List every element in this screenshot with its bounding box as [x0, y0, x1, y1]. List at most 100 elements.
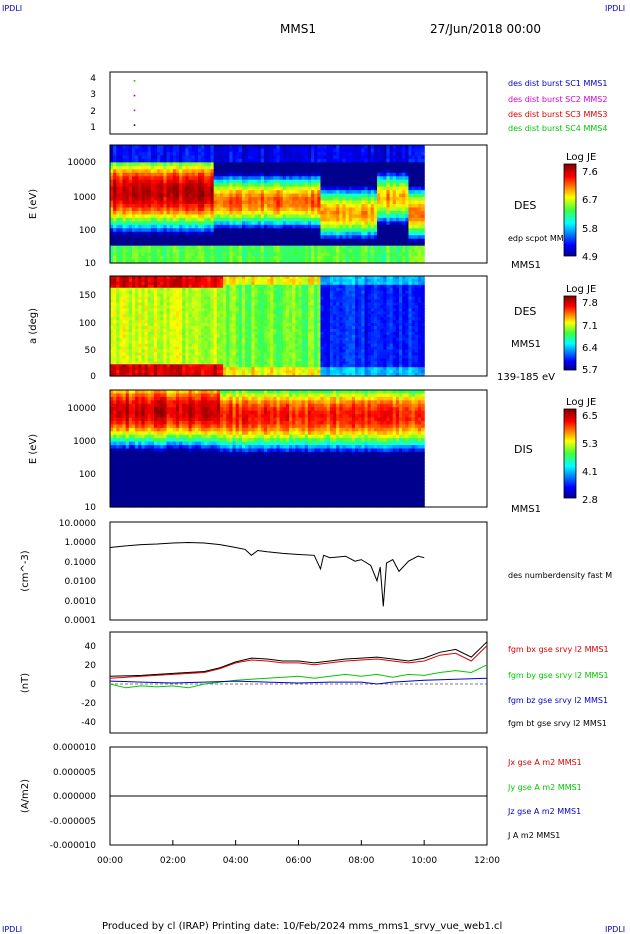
heatmap-cell	[421, 190, 425, 195]
heatmap-cell	[238, 165, 243, 170]
heatmap-cell	[204, 249, 208, 254]
heatmap-cell	[373, 145, 378, 150]
heatmap-cell	[254, 169, 259, 174]
heatmap-cell	[188, 224, 193, 229]
heatmap-cell	[116, 231, 121, 236]
heatmap-cell	[307, 207, 312, 212]
heatmap-cell	[229, 278, 234, 283]
heatmap-cell	[323, 165, 328, 170]
heatmap-cell	[373, 249, 378, 254]
heatmap-cell	[389, 252, 394, 257]
heatmap-cell	[147, 169, 152, 174]
heatmap-cell	[226, 293, 230, 298]
heatmap-cell	[194, 183, 199, 188]
heatmap-cell	[131, 323, 136, 327]
heatmap-cell	[232, 281, 237, 286]
heatmap-cell	[282, 158, 287, 163]
heatmap-cell	[380, 256, 384, 261]
heatmap-cell	[169, 158, 174, 163]
heatmap-cell	[213, 323, 218, 327]
heatmap-cell	[166, 235, 171, 240]
heatmap-cell	[207, 256, 212, 261]
heatmap-cell	[144, 278, 149, 283]
heatmap-cell	[355, 179, 359, 184]
heatmap-cell	[355, 214, 359, 219]
heatmap-cell	[204, 314, 208, 318]
heatmap-cell	[273, 176, 278, 181]
heatmap-cell	[125, 290, 130, 295]
heatmap-cell	[213, 308, 218, 312]
heatmap-cell	[197, 207, 202, 212]
heatmap-cell	[270, 162, 274, 167]
heatmap-cell	[169, 252, 174, 257]
heatmap-cell	[223, 278, 227, 283]
heatmap-cell	[113, 207, 117, 212]
heatmap-cell	[207, 346, 212, 351]
heatmap-cell	[320, 242, 325, 247]
heatmap-cell	[169, 296, 174, 301]
heatmap-cell	[150, 158, 155, 163]
heatmap-cell	[182, 314, 186, 318]
heatmap-cell	[402, 231, 406, 236]
heatmap-cell	[153, 217, 158, 222]
heatmap-cell	[210, 186, 215, 191]
heatmap-cell	[314, 221, 318, 226]
heatmap-cell	[194, 145, 199, 150]
heatmap-cell	[144, 245, 149, 250]
heatmap-cell	[179, 367, 183, 371]
overlay-label: edp scpot MMS1	[508, 234, 574, 243]
heatmap-cell	[144, 210, 149, 216]
heatmap-cell	[119, 364, 124, 368]
heatmap-cell	[160, 334, 165, 339]
heatmap-cell	[144, 349, 149, 354]
heatmap-cell	[172, 320, 177, 324]
heatmap-cell	[157, 242, 161, 247]
heatmap-cell	[223, 373, 227, 377]
heatmap-cell	[197, 231, 202, 236]
heatmap-cell	[402, 221, 406, 226]
heatmap-cell	[229, 238, 234, 243]
heatmap-cell	[223, 200, 227, 205]
heatmap-cell	[364, 210, 369, 216]
heatmap-cell	[307, 162, 312, 167]
heatmap-cell	[125, 328, 130, 333]
heatmap-cell	[135, 200, 139, 205]
heatmap-cell	[191, 165, 196, 170]
heatmap-cell	[395, 190, 400, 195]
heatmap-cell	[241, 346, 246, 351]
heatmap-cell	[160, 370, 165, 374]
heatmap-cell	[320, 200, 325, 205]
heatmap-cell	[373, 151, 378, 157]
heatmap-cell	[408, 204, 413, 209]
heatmap-cell	[238, 328, 243, 333]
heatmap-cell	[232, 287, 237, 292]
heatmap-cell	[182, 186, 186, 191]
heatmap-cell	[179, 176, 183, 181]
heatmap-cell	[125, 179, 130, 184]
heatmap-cell	[402, 256, 406, 261]
heatmap-cell	[110, 172, 114, 177]
heatmap-cell	[113, 311, 117, 315]
heatmap-cell	[157, 217, 161, 222]
heatmap-cell	[207, 361, 212, 365]
heatmap-cell	[131, 355, 136, 359]
heatmap-cell	[307, 210, 312, 216]
heatmap-cell	[147, 242, 152, 247]
heatmap-cell	[150, 235, 155, 240]
heatmap-cell	[285, 242, 290, 247]
heatmap-cell	[153, 165, 158, 170]
heatmap-cell	[276, 145, 281, 150]
heatmap-cell	[219, 290, 224, 295]
heatmap-cell	[197, 176, 202, 181]
heatmap-cell	[160, 305, 165, 309]
heatmap-cell	[383, 238, 388, 243]
heatmap-cell	[229, 235, 234, 240]
heatmap-cell	[125, 314, 130, 318]
heatmap-cell	[279, 193, 284, 198]
heatmap-cell	[364, 179, 369, 184]
heatmap-cell	[421, 214, 425, 219]
heatmap-cell	[207, 370, 212, 374]
heatmap-cell	[119, 259, 124, 264]
heatmap-cell	[194, 358, 199, 362]
heatmap-cell	[188, 320, 193, 324]
